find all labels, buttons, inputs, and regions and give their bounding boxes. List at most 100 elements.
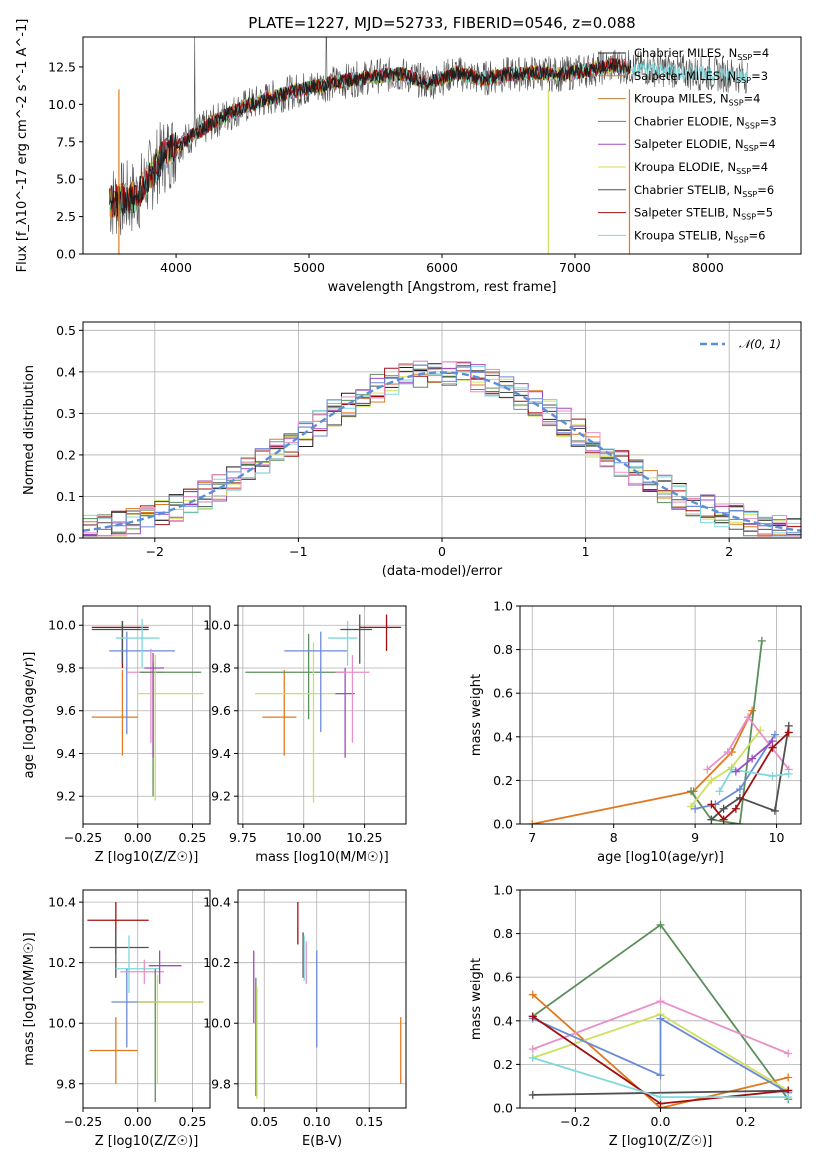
mass-weight-marker <box>715 787 724 796</box>
axes-frame <box>82 605 211 825</box>
x-axis-label: (data-model)/error <box>382 564 503 579</box>
y-tick-label: 0.0 <box>56 247 76 262</box>
x-tick-label: 4000 <box>160 260 192 275</box>
x-tick-label: 0.05 <box>250 1114 278 1129</box>
x-tick-label: 10.00 <box>286 830 322 845</box>
legend-text: Chabrier ELODIE, N <box>634 114 745 128</box>
mass-weight-marker <box>748 754 757 763</box>
error-point <box>328 620 358 666</box>
y-tick-label: 9.8 <box>211 660 231 675</box>
y-tick-label: 1.0 <box>493 599 513 614</box>
y-tick-label: 7.5 <box>56 134 76 149</box>
mass-weight-marker <box>735 820 744 824</box>
axes-frame <box>519 605 802 825</box>
axes-frame <box>82 889 211 1109</box>
plot-area <box>528 636 793 824</box>
x-tick-label: −0.25 <box>64 830 102 845</box>
legend-text: Salpeter STELIB, N <box>634 206 741 220</box>
error-point <box>144 653 165 758</box>
error-point <box>115 618 160 668</box>
y-tick-label: 5.0 <box>56 172 76 187</box>
axes-frame <box>237 889 407 1109</box>
x-tick-label: −0.2 <box>560 1114 590 1129</box>
x-axis-label: mass [log10(M/M☉)] <box>255 850 388 865</box>
y-tick-label: 0.8 <box>493 642 513 657</box>
chart-4: 7 8 9 10 0.0 0.2 0.4 0.6 0.8 1.0 age [log10(age/yr… <box>469 599 802 865</box>
legend-text: =4 <box>751 160 768 174</box>
x-tick-label: 0 <box>438 544 446 559</box>
x-tick-label: 1 <box>582 544 590 559</box>
error-point <box>335 655 370 743</box>
x-tick-label: 8 <box>610 830 618 845</box>
y-tick-label: 10.0 <box>48 97 76 112</box>
error-point <box>139 661 202 797</box>
y-tick-label: 9.8 <box>56 660 76 675</box>
chart-2: −0.25 0.00 0.25 9.2 9.4 9.6 9.8 10.0 Z [log10(Z/… <box>22 605 211 865</box>
legend-text: =4 <box>759 137 776 151</box>
legend-sub: SSP <box>736 167 751 176</box>
mass-weight-marker <box>528 1090 537 1099</box>
mass-weight-marker <box>731 767 740 776</box>
y-tick-label: 0.4 <box>493 1013 513 1028</box>
x-axis-label: Z [log10(Z/Z☉)] <box>609 1134 713 1149</box>
plot-area <box>528 920 793 1108</box>
x-tick-label: −1 <box>289 544 307 559</box>
y-axis-label: mass [log10(M/M☉)] <box>22 932 37 1065</box>
y-tick-label: 0.4 <box>56 364 76 379</box>
y-tick-label: 10.0 <box>48 618 76 633</box>
y-tick-label: 0.6 <box>493 970 513 985</box>
mass-weight-marker <box>784 728 793 737</box>
mass-weight-marker <box>528 1045 537 1054</box>
mass-weight-marker <box>656 920 665 929</box>
legend-sub: SSP <box>736 76 751 85</box>
y-tick-label: 9.8 <box>211 1076 231 1091</box>
y-tick-label: 0.0 <box>493 817 513 832</box>
legend-text: =3 <box>760 114 777 128</box>
y-tick-label: 0.4 <box>493 729 513 744</box>
y-tick-label: 10.4 <box>203 895 231 910</box>
x-tick-label: 9.75 <box>229 830 257 845</box>
y-tick-label: 0.3 <box>56 406 76 421</box>
mass-weight-line <box>690 640 763 824</box>
mass-weight-marker <box>691 804 700 813</box>
mass-weight-marker <box>723 748 732 757</box>
mass-weight-marker <box>703 765 712 774</box>
x-tick-label: 0.00 <box>124 830 152 845</box>
legend-label: Kroupa ELODIE, NSSP=4 <box>634 160 768 176</box>
mass-weight-marker <box>687 787 696 796</box>
y-tick-label: 10.0 <box>203 618 231 633</box>
y-tick-label: 12.5 <box>48 59 76 74</box>
y-tick-label: 10.4 <box>48 895 76 910</box>
x-axis-label: Z [log10(Z/Z☉)] <box>95 1134 199 1149</box>
mass-weight-marker <box>528 1012 537 1021</box>
y-axis-label: mass weight <box>469 674 484 756</box>
chart-3: 9.75 10.00 10.25 9.2 9.4 9.6 9.8 10.0 mass [log1… <box>203 605 407 865</box>
x-tick-label: 0.00 <box>124 1114 152 1129</box>
mass-weight-line <box>694 734 776 810</box>
legend-text: Kroupa ELODIE, N <box>634 160 736 174</box>
chart-7: −0.2 0.0 0.2 0.0 0.2 0.4 0.6 0.8 1.0 Z [log10(Z/Z… <box>469 883 802 1149</box>
legend-sub: SSP <box>729 99 744 108</box>
mass-weight-line <box>718 768 789 792</box>
y-tick-label: 9.8 <box>56 1076 76 1091</box>
mass-weight-marker <box>719 804 728 813</box>
x-tick-label: 0.15 <box>355 1114 383 1129</box>
mass-weight-marker <box>707 776 716 785</box>
error-point <box>255 642 348 803</box>
legend-label: Chabrier ELODIE, NSSP=3 <box>634 114 777 130</box>
mass-weight-line <box>532 1089 789 1096</box>
y-tick-label: 0.2 <box>493 773 513 788</box>
plot-area <box>91 618 204 801</box>
legend-text: Kroupa STELIB, N <box>634 228 734 242</box>
histogram-series <box>83 364 801 537</box>
chart-6: 0.05 0.10 0.15 9.8 10.0 10.2 10.4 E(B-V) <box>203 889 407 1149</box>
x-axis-label: Z [log10(Z/Z☉)] <box>95 850 199 865</box>
y-tick-label: 9.2 <box>56 789 76 804</box>
plot-area <box>109 37 749 254</box>
x-tick-label: 0.25 <box>179 830 207 845</box>
error-point <box>91 620 149 668</box>
chart-title: PLATE=1227, MJD=52733, FIBERID=0546, z=0… <box>248 14 635 32</box>
plot-area <box>87 902 204 1102</box>
plot-area <box>253 902 402 1099</box>
